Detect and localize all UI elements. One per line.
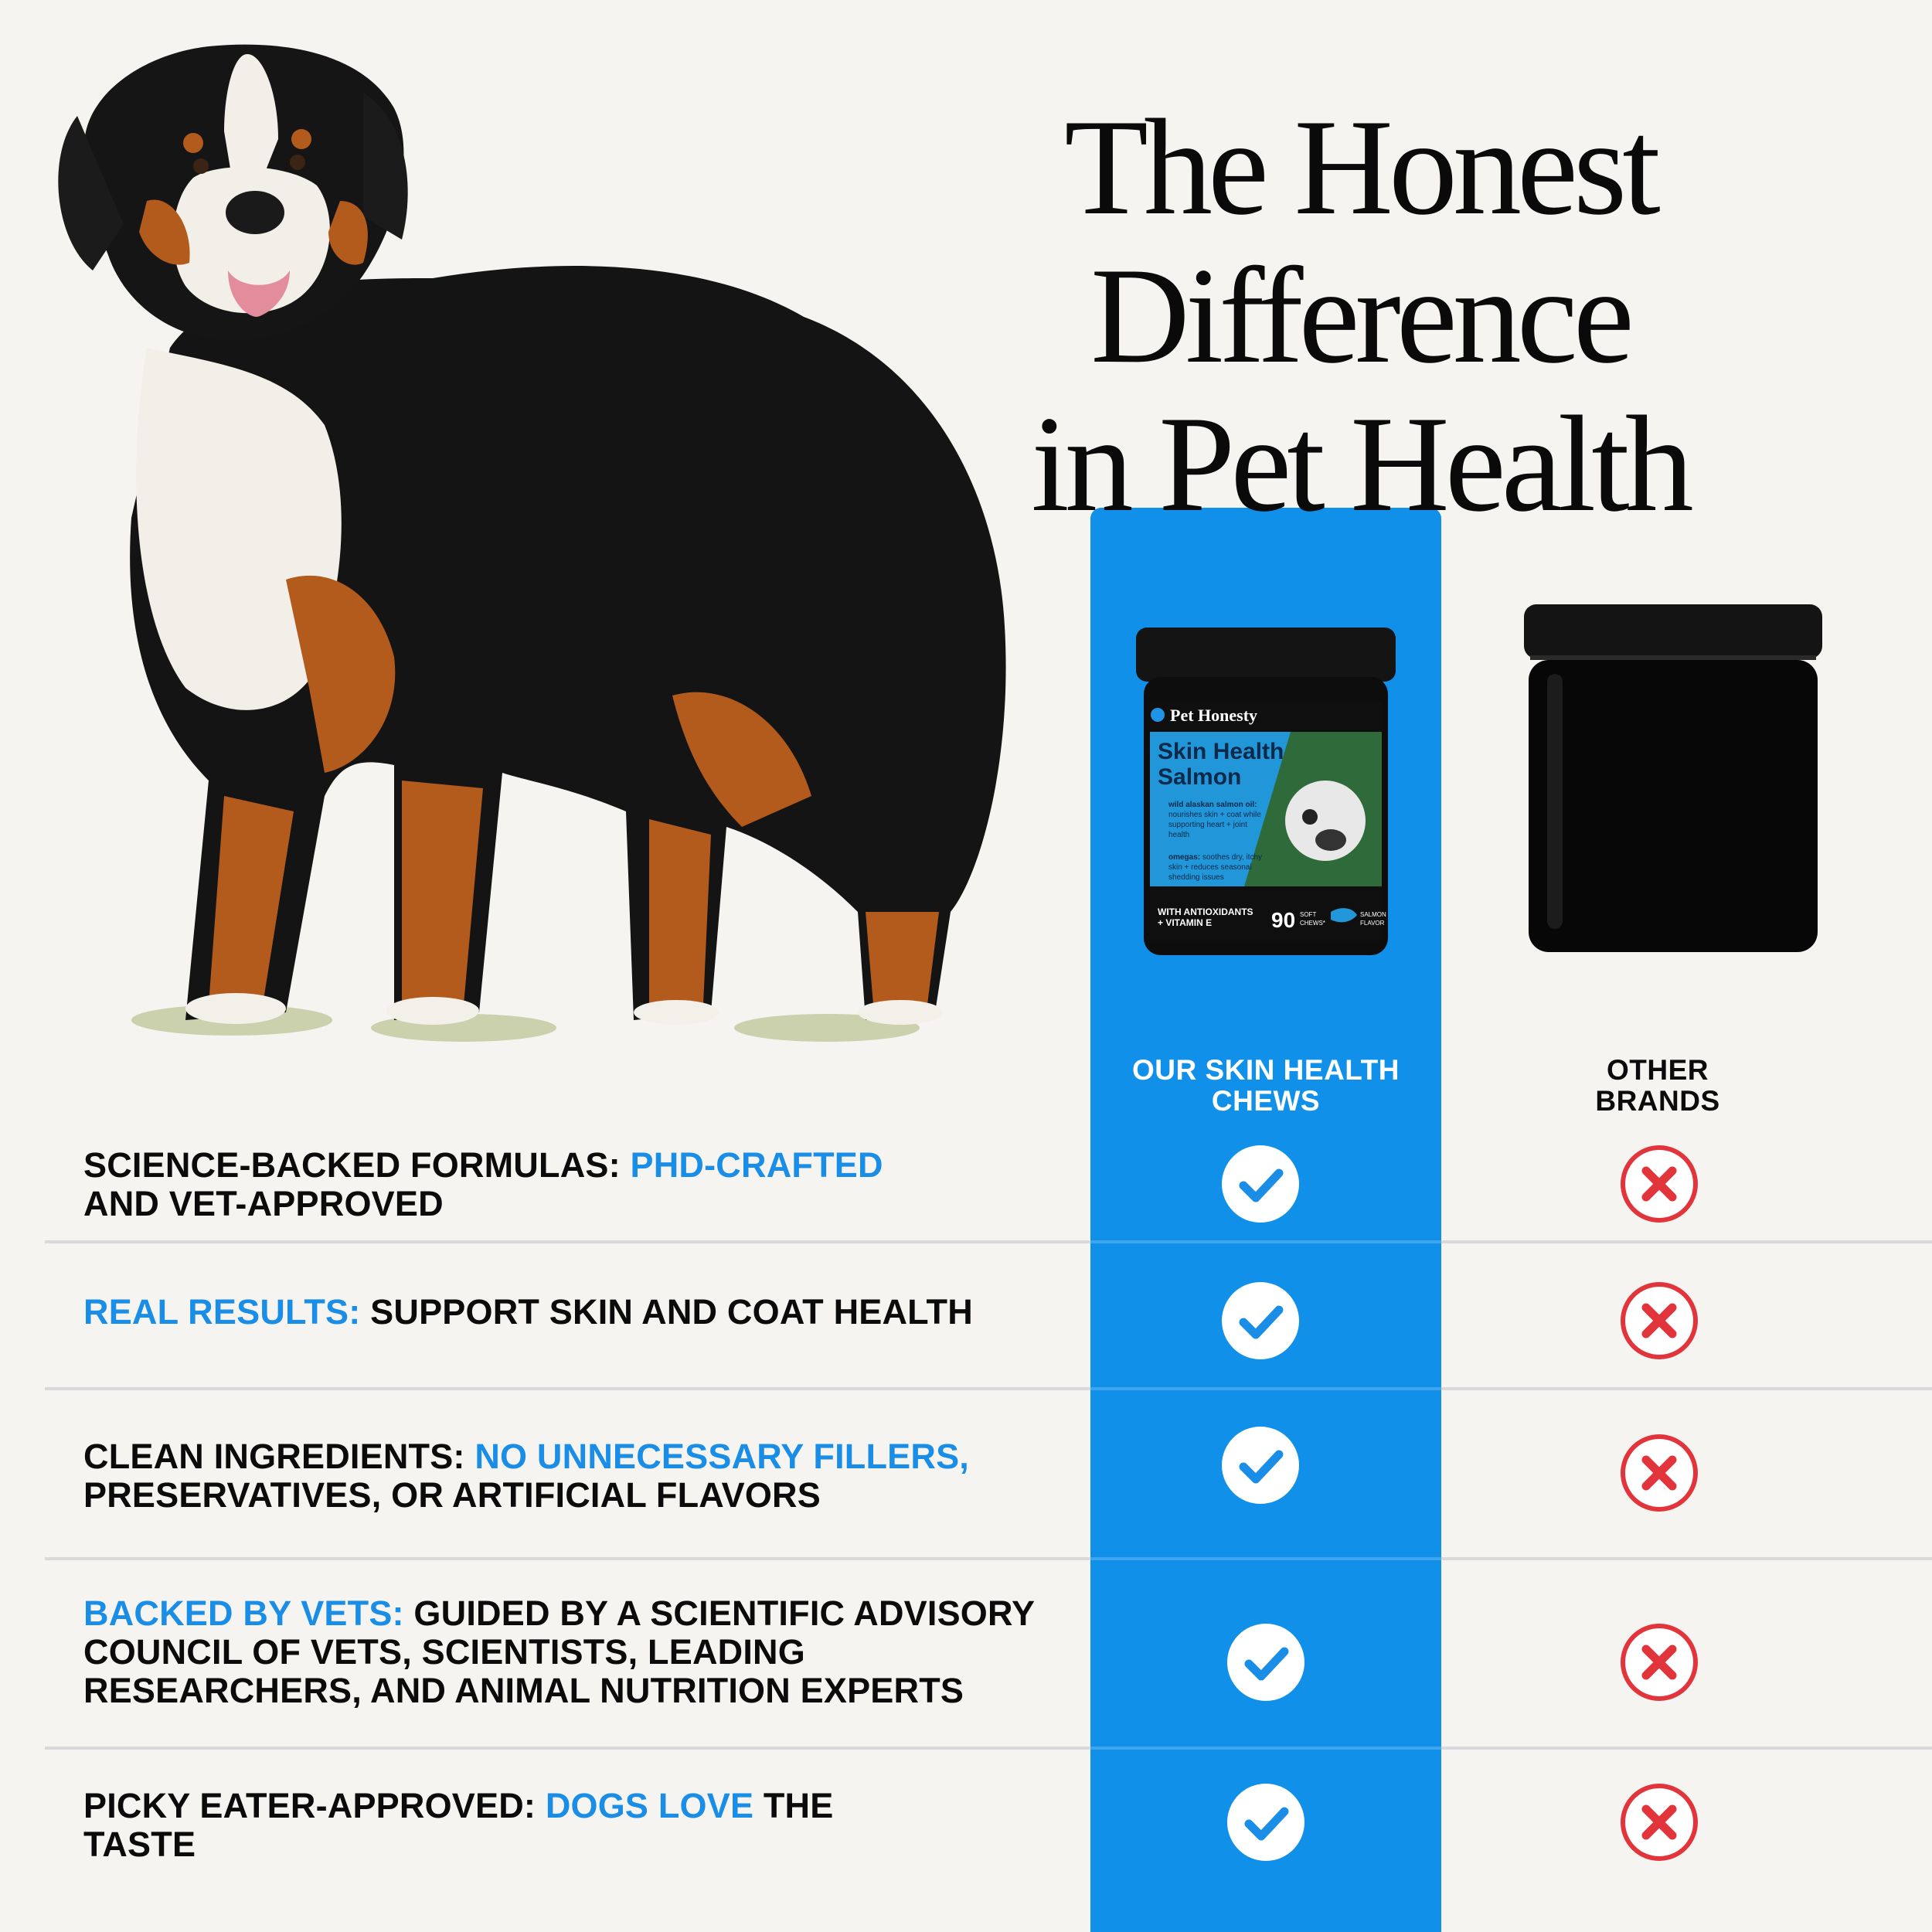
row-divider [45,1557,1932,1560]
comparison-row-5-text: PICKY EATER-APPROVED: DOGS LOVE THE TAST… [83,1787,1049,1864]
row-divider-highlight [1090,1240,1441,1243]
row-divider [45,1387,1932,1390]
headline-line-1: The Honest Difference [1064,90,1661,392]
jar-flavor-l2: FLAVOR [1360,920,1385,927]
x-icon [1621,1282,1698,1359]
our-column-header-line-1: OUR SKIN HEALTH [1132,1054,1400,1086]
x-icon [1621,1145,1698,1223]
other-column-header-line-2: BRANDS [1595,1085,1720,1117]
jar-benefit1-l3: health [1168,831,1189,839]
row-divider [45,1747,1932,1750]
jar-brand: Pet Honesty [1170,706,1257,725]
our-product-jar: Pet Honesty Skin Health Salmon wild alas… [1136,628,1396,955]
row-5-text-a: PICKY EATER-APPROVED: [83,1786,546,1825]
jar-benefit1-title: wild alaskan salmon oil: [1168,801,1257,809]
row-2-highlight: REAL RESULTS: [83,1292,361,1332]
jar-badge-l1: WITH ANTIOXIDANTS [1158,906,1253,917]
other-brand-jar [1524,604,1822,952]
other-column-header: OTHER BRANDS [1530,1055,1785,1117]
row-divider-highlight [1090,1557,1441,1560]
row-3-highlight: NO UNNECESSARY FILLERS, [474,1437,970,1476]
row-divider-highlight [1090,1387,1441,1390]
row-3-text-a: CLEAN INGREDIENTS: [83,1437,475,1476]
our-column-header: OUR SKIN HEALTH CHEWS [1090,1055,1441,1117]
row-1-highlight: PHD-CRAFTED [630,1145,883,1185]
check-icon [1222,1427,1299,1504]
check-icon [1227,1784,1304,1861]
row-5-highlight: DOGS LOVE [545,1786,754,1825]
row-1-text-a: SCIENCE-BACKED FORMULAS: [83,1145,631,1185]
x-icon [1621,1434,1698,1512]
check-icon [1222,1282,1299,1359]
other-column-header-line-1: OTHER [1607,1054,1709,1086]
jar-flavor-l1: SALMON [1360,911,1386,918]
row-divider [45,1240,1932,1243]
jar-benefit1-l2: supporting heart + joint [1168,821,1247,829]
jar-count-l2: CHEWS* [1300,920,1325,927]
jar-benefit2-title: omegas: [1168,853,1200,862]
row-4-highlight: BACKED BY VETS: [83,1594,404,1633]
jar-name-2: Salmon [1158,764,1241,790]
row-4-text-b: COUNCIL OF VETS, SCIENTISTS, LEADING [83,1632,805,1672]
row-3-text-b: PRESERVATIVES, OR ARTIFICIAL FLAVORS [83,1475,821,1515]
jar-benefit2-l1: soothes dry, itchy [1202,853,1262,862]
jar-badge-l2: + VITAMIN E [1158,917,1212,928]
comparison-row-1-text: SCIENCE-BACKED FORMULAS: PHD-CRAFTED AND… [83,1146,1049,1223]
jar-name-1: Skin Health [1158,739,1284,764]
row-divider-highlight [1090,1747,1441,1750]
comparison-row-3-text: CLEAN INGREDIENTS: NO UNNECESSARY FILLER… [83,1437,1049,1515]
row-4-text-c: RESEARCHERS, AND ANIMAL NUTRITION EXPERT… [83,1671,964,1710]
jar-benefit2-l2: skin + reduces seasonal [1168,863,1252,872]
bernese-dog-image [58,44,1006,1042]
row-1-text-b: AND VET-APPROVED [83,1184,444,1223]
jar-count-l1: SOFT [1300,911,1316,918]
row-5-text-b: TASTE [83,1825,196,1864]
comparison-row-4-text: BACKED BY VETS: GUIDED BY A SCIENTIFIC A… [83,1594,1049,1710]
headline-line-2: in Pet Health [1031,387,1693,540]
page-headline: The Honest Difference in Pet Health [811,93,1909,538]
row-2-text-a: SUPPORT SKIN AND COAT HEALTH [360,1292,973,1332]
x-icon [1621,1784,1698,1861]
jar-benefit2-l3: shedding issues [1168,873,1224,882]
jar-benefit1-l1: nourishes skin + coat while [1168,811,1261,819]
comparison-row-2-text: REAL RESULTS: SUPPORT SKIN AND COAT HEAL… [83,1293,1049,1332]
x-icon [1621,1624,1698,1701]
check-icon [1227,1624,1304,1701]
row-5-text-c: THE [753,1786,834,1825]
jar-count: 90 [1271,908,1295,932]
our-column-header-line-2: CHEWS [1211,1085,1321,1117]
check-icon [1222,1145,1299,1223]
row-4-text-a: GUIDED BY A SCIENTIFIC ADVISORY [403,1594,1036,1633]
